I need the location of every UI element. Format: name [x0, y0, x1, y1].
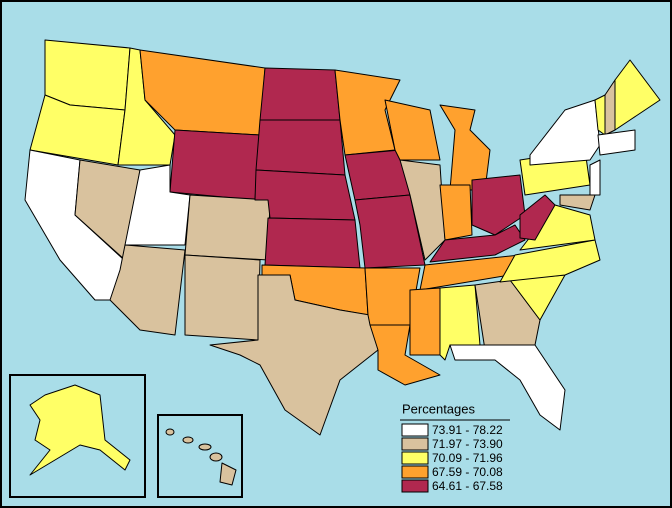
legend-label: 73.91 - 78.22: [432, 423, 503, 437]
state: [184, 254, 261, 341]
state: [597, 129, 636, 156]
state: [209, 452, 223, 462]
state: [264, 217, 361, 269]
legend-label: 67.59 - 70.08: [432, 465, 503, 479]
state: [354, 194, 426, 269]
hawaii-inset: [157, 414, 243, 498]
state: [255, 119, 346, 176]
state: [429, 224, 526, 263]
state: [198, 443, 212, 451]
state: [109, 244, 186, 336]
legend-label: 64.61 - 67.58: [432, 479, 503, 493]
state: [384, 99, 441, 161]
state: [44, 39, 131, 111]
legend-swatch: [401, 437, 429, 451]
state: [259, 67, 341, 121]
state: [184, 194, 271, 261]
legend-title: Percentages: [402, 401, 475, 416]
state: [399, 159, 446, 261]
alaska-inset: [9, 374, 146, 498]
state: [614, 59, 661, 131]
state: [209, 274, 379, 436]
state: [439, 104, 491, 191]
legend-swatch: [401, 479, 429, 493]
legend-label: 71.97 - 73.90: [432, 437, 503, 451]
state: [219, 462, 237, 486]
states: [24, 39, 661, 436]
state: [439, 184, 473, 241]
state: [559, 194, 596, 211]
state: [519, 194, 556, 241]
state: [449, 344, 566, 431]
state: [471, 174, 526, 236]
state: [165, 428, 175, 436]
state: [499, 239, 601, 283]
state: [169, 129, 261, 201]
legend-swatch: [401, 423, 429, 437]
state: [29, 384, 131, 476]
state: [254, 169, 356, 221]
legend-label: 70.09 - 71.96: [432, 451, 503, 465]
state: [589, 159, 601, 196]
legend-swatch: [401, 465, 429, 479]
state: [369, 324, 441, 386]
state: [409, 287, 441, 356]
legend-swatch: [401, 451, 429, 465]
state: [182, 436, 194, 444]
